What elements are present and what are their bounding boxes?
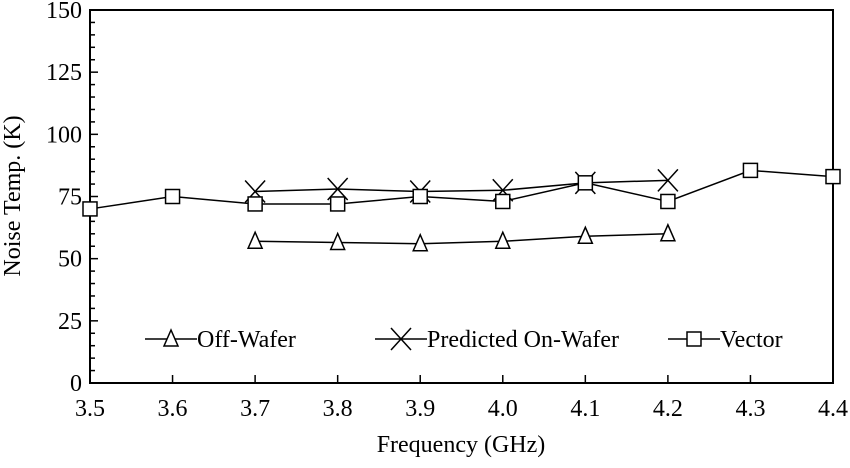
square-marker bbox=[495, 193, 511, 210]
legend-label: Vector bbox=[720, 327, 783, 353]
legend-item: Off-Wafer bbox=[145, 327, 296, 353]
x-tick-label: 4.0 bbox=[488, 396, 518, 422]
triangle-marker bbox=[494, 230, 511, 250]
x-tick-label: 3.7 bbox=[240, 396, 270, 422]
x-tick-label: 4.3 bbox=[735, 396, 765, 422]
triangle-marker bbox=[577, 225, 594, 245]
y-tick-label: 125 bbox=[46, 60, 82, 86]
x-tick-label: 3.5 bbox=[75, 396, 105, 422]
x-tick-label: 3.8 bbox=[323, 396, 353, 422]
y-tick-label: 50 bbox=[58, 247, 82, 273]
x-marker bbox=[657, 168, 679, 192]
series-line bbox=[255, 233, 668, 245]
series-line bbox=[89, 169, 834, 210]
x-marker bbox=[390, 327, 412, 351]
x-tick-label: 4.1 bbox=[570, 396, 600, 422]
x-tick-label: 4.2 bbox=[653, 396, 683, 422]
square-marker bbox=[660, 193, 676, 210]
square-marker bbox=[164, 188, 181, 205]
x-axis-label: Frequency (GHz) bbox=[377, 432, 546, 458]
square-marker bbox=[577, 175, 594, 191]
series-predicted-on-wafer bbox=[244, 168, 679, 204]
triangle-marker bbox=[659, 222, 677, 242]
square-marker bbox=[825, 168, 841, 185]
triangle-marker bbox=[162, 328, 180, 347]
x-tick-label: 3.6 bbox=[158, 396, 188, 422]
y-axis-label: Noise Temp. (K) bbox=[0, 115, 26, 276]
square-marker bbox=[82, 201, 98, 217]
square-marker bbox=[412, 188, 428, 205]
y-tick-label: 0 bbox=[70, 371, 82, 397]
triangle-marker bbox=[246, 230, 264, 250]
series-off-wafer bbox=[246, 222, 677, 252]
legend-label: Off-Wafer bbox=[197, 327, 296, 353]
square-marker bbox=[329, 196, 346, 212]
legend-item: Vector bbox=[668, 327, 783, 353]
square-marker bbox=[247, 196, 263, 212]
y-tick-label: 150 bbox=[46, 0, 82, 24]
y-tick-label: 25 bbox=[58, 309, 82, 335]
y-tick-label: 75 bbox=[58, 185, 82, 211]
y-tick-label: 100 bbox=[46, 122, 82, 148]
x-tick-label: 3.9 bbox=[405, 396, 435, 422]
triangle-marker bbox=[412, 232, 429, 252]
x-tick-label: 4.4 bbox=[818, 396, 848, 422]
series-line bbox=[255, 179, 668, 193]
triangle-marker bbox=[329, 231, 346, 251]
legend-label: Predicted On-Wafer bbox=[427, 327, 619, 353]
legend-item: Predicted On-Wafer bbox=[375, 327, 619, 353]
square-marker bbox=[742, 162, 759, 179]
square-marker bbox=[686, 331, 702, 347]
series-vector bbox=[82, 162, 841, 217]
